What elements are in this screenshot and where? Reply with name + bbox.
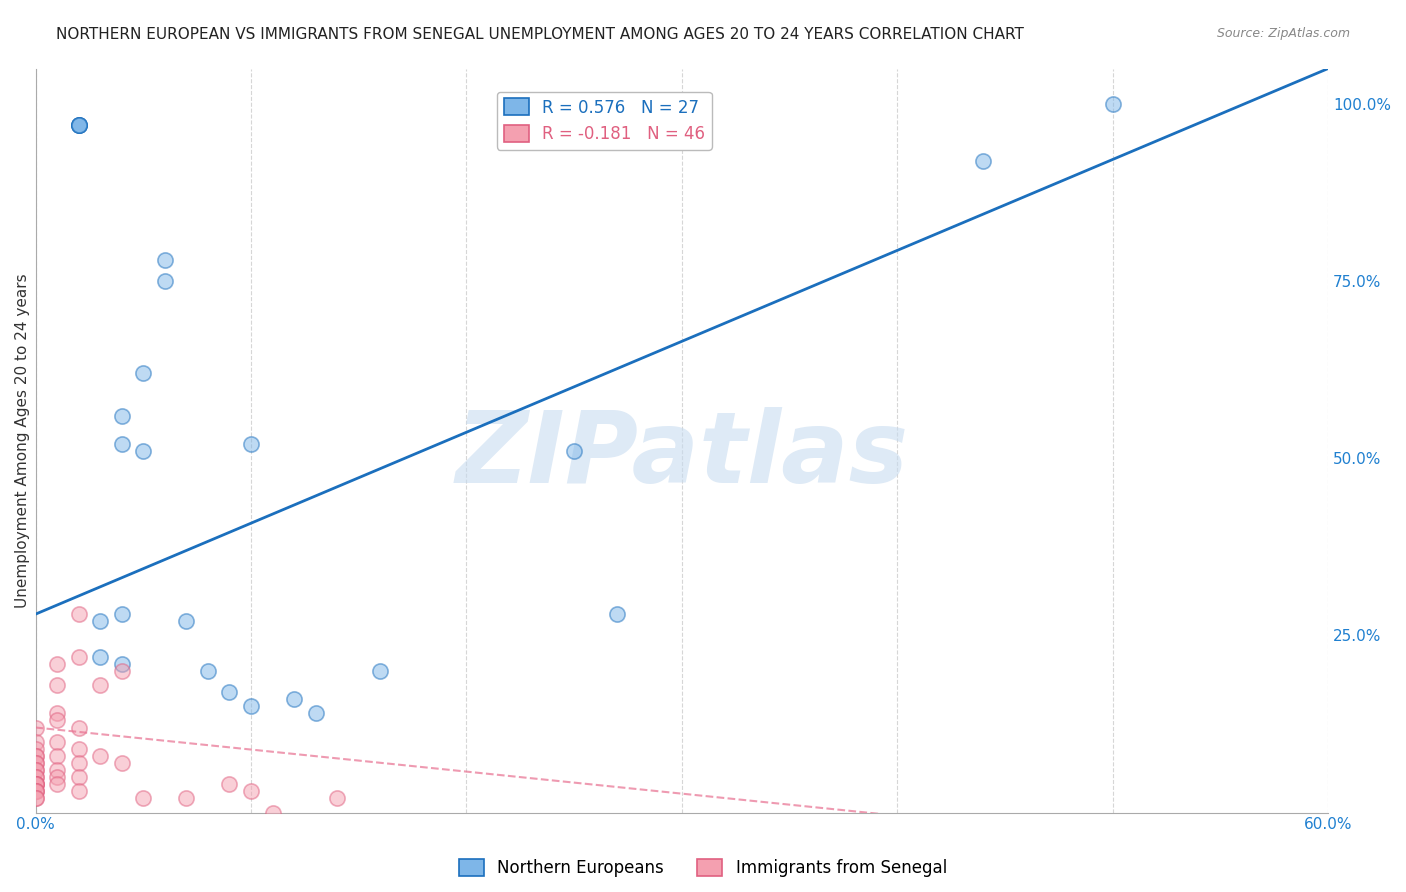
- Point: [67, 118, 90, 132]
- Point: [67, 784, 90, 798]
- Point: [24, 784, 46, 798]
- Point: [46, 714, 69, 728]
- Point: [67, 118, 90, 132]
- Point: [24, 791, 46, 805]
- Point: [111, 437, 134, 451]
- Point: [24, 748, 46, 763]
- Point: [24, 777, 46, 791]
- Point: [67, 118, 90, 132]
- Point: [89, 748, 111, 763]
- Point: [24, 784, 46, 798]
- Point: [368, 664, 391, 678]
- Text: NORTHERN EUROPEAN VS IMMIGRANTS FROM SENEGAL UNEMPLOYMENT AMONG AGES 20 TO 24 YE: NORTHERN EUROPEAN VS IMMIGRANTS FROM SEN…: [56, 27, 1024, 42]
- Point: [89, 614, 111, 628]
- Point: [111, 607, 134, 621]
- Point: [111, 409, 134, 423]
- Point: [24, 777, 46, 791]
- Point: [24, 784, 46, 798]
- Point: [176, 791, 198, 805]
- Legend: R = 0.576   N = 27, R = -0.181   N = 46: R = 0.576 N = 27, R = -0.181 N = 46: [496, 92, 711, 150]
- Point: [197, 664, 219, 678]
- Point: [67, 770, 90, 784]
- Point: [153, 274, 176, 288]
- Point: [240, 699, 263, 714]
- Point: [24, 763, 46, 777]
- Legend: Northern Europeans, Immigrants from Senegal: Northern Europeans, Immigrants from Sene…: [453, 852, 953, 884]
- Point: [46, 748, 69, 763]
- Point: [24, 756, 46, 770]
- Point: [240, 437, 263, 451]
- Point: [262, 805, 284, 820]
- Point: [24, 777, 46, 791]
- Point: [24, 770, 46, 784]
- Point: [111, 664, 134, 678]
- Point: [132, 444, 155, 458]
- Point: [24, 741, 46, 756]
- Point: [24, 791, 46, 805]
- Point: [24, 756, 46, 770]
- Point: [218, 685, 240, 699]
- Text: ZIPatlas: ZIPatlas: [456, 407, 908, 504]
- Point: [111, 756, 134, 770]
- Point: [46, 734, 69, 748]
- Point: [176, 614, 198, 628]
- Point: [24, 721, 46, 735]
- Point: [24, 763, 46, 777]
- Point: [132, 366, 155, 380]
- Point: [132, 791, 155, 805]
- Point: [606, 607, 628, 621]
- Point: [46, 678, 69, 692]
- Point: [67, 649, 90, 664]
- Point: [1101, 97, 1123, 112]
- Point: [24, 734, 46, 748]
- Point: [46, 770, 69, 784]
- Point: [283, 692, 305, 706]
- Y-axis label: Unemployment Among Ages 20 to 24 years: Unemployment Among Ages 20 to 24 years: [15, 273, 30, 607]
- Point: [89, 678, 111, 692]
- Point: [67, 756, 90, 770]
- Point: [46, 763, 69, 777]
- Point: [24, 777, 46, 791]
- Point: [240, 784, 263, 798]
- Point: [67, 741, 90, 756]
- Point: [67, 118, 90, 132]
- Point: [46, 657, 69, 671]
- Point: [326, 791, 349, 805]
- Point: [46, 706, 69, 721]
- Point: [67, 607, 90, 621]
- Point: [67, 721, 90, 735]
- Point: [111, 657, 134, 671]
- Point: [89, 649, 111, 664]
- Point: [67, 118, 90, 132]
- Point: [24, 748, 46, 763]
- Point: [304, 706, 326, 721]
- Point: [562, 444, 585, 458]
- Point: [46, 777, 69, 791]
- Point: [24, 770, 46, 784]
- Point: [218, 777, 240, 791]
- Point: [153, 252, 176, 267]
- Text: Source: ZipAtlas.com: Source: ZipAtlas.com: [1216, 27, 1350, 40]
- Point: [972, 153, 994, 168]
